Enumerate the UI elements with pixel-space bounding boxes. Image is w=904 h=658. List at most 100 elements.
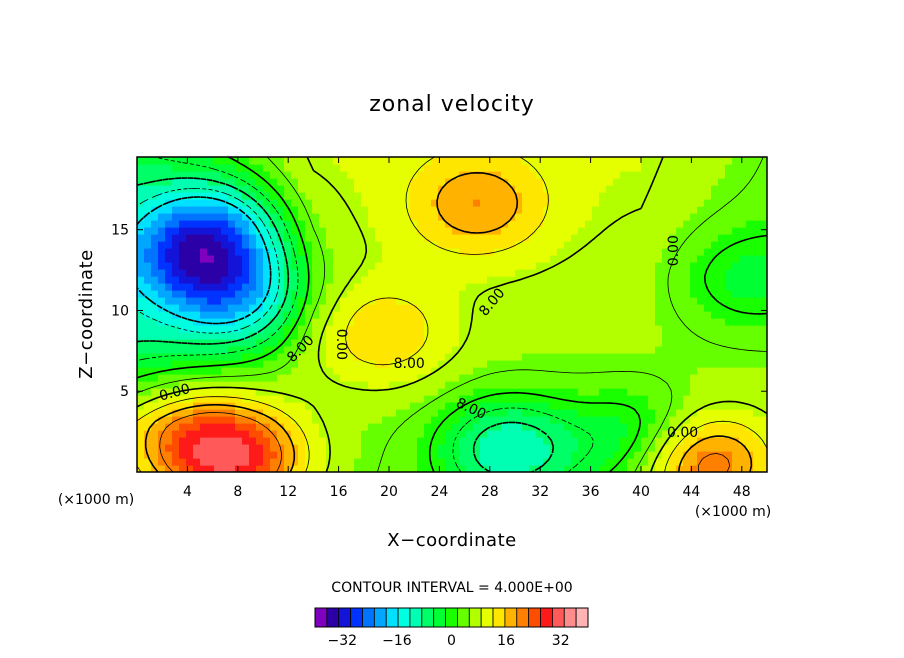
heatmap-cell <box>746 241 754 249</box>
heatmap-cell <box>284 367 292 375</box>
heatmap-cell <box>403 346 411 354</box>
heatmap-cell <box>340 423 348 431</box>
heatmap-cell <box>333 213 341 221</box>
heatmap-cell <box>592 213 600 221</box>
heatmap-cell <box>417 290 425 298</box>
heatmap-cell <box>193 241 201 249</box>
heatmap-cell <box>249 318 257 326</box>
heatmap-cell <box>151 409 159 417</box>
heatmap-cell <box>613 458 621 466</box>
heatmap-cell <box>529 248 537 256</box>
heatmap-cell <box>522 185 530 193</box>
heatmap-cell <box>543 297 551 305</box>
heatmap-cell <box>291 367 299 375</box>
heatmap-cell <box>487 304 495 312</box>
heatmap-cell <box>739 192 747 200</box>
heatmap-cell <box>312 465 320 472</box>
heatmap-cell <box>403 465 411 472</box>
heatmap-cell <box>522 206 530 214</box>
heatmap-cell <box>382 444 390 452</box>
heatmap-cell <box>753 304 761 312</box>
heatmap-cell <box>179 213 187 221</box>
heatmap-cell <box>641 220 649 228</box>
heatmap-cell <box>739 304 747 312</box>
heatmap-cell <box>585 346 593 354</box>
heatmap-cell <box>186 374 194 382</box>
heatmap-cell <box>634 164 642 172</box>
heatmap-cell <box>165 381 173 389</box>
heatmap-cell <box>669 332 677 340</box>
heatmap-cell <box>522 241 530 249</box>
heatmap-cell <box>641 213 649 221</box>
heatmap-cell <box>151 241 159 249</box>
heatmap-cell <box>445 437 453 445</box>
heatmap-cell <box>284 360 292 368</box>
heatmap-cell <box>641 164 649 172</box>
heatmap-cell <box>382 360 390 368</box>
heatmap-cell <box>529 192 537 200</box>
heatmap-cell <box>690 178 698 186</box>
heatmap-cell <box>599 437 607 445</box>
heatmap-cell <box>361 395 369 403</box>
heatmap-cell <box>711 185 719 193</box>
heatmap-cell <box>683 311 691 319</box>
heatmap-cell <box>746 395 754 403</box>
heatmap-cell <box>578 157 586 165</box>
heatmap-cell <box>746 416 754 424</box>
heatmap-cell <box>151 185 159 193</box>
heatmap-cell <box>277 269 285 277</box>
heatmap-cell <box>298 290 306 298</box>
heatmap-cell <box>508 241 516 249</box>
heatmap-cell <box>515 227 523 235</box>
heatmap-cell <box>599 269 607 277</box>
heatmap-cell <box>326 381 334 389</box>
heatmap-cell <box>725 283 733 291</box>
heatmap-cell <box>179 409 187 417</box>
heatmap-cell <box>529 220 537 228</box>
heatmap-cell <box>669 234 677 242</box>
heatmap-cell <box>718 444 726 452</box>
heatmap-cell <box>704 227 712 235</box>
heatmap-cell <box>571 213 579 221</box>
heatmap-cell <box>186 276 194 284</box>
heatmap-cell <box>711 465 719 472</box>
heatmap-cell <box>753 157 761 165</box>
heatmap-cell <box>354 360 362 368</box>
heatmap-cell <box>480 171 488 179</box>
heatmap-cell <box>291 276 299 284</box>
heatmap-cell <box>760 332 767 340</box>
heatmap-cell <box>221 206 229 214</box>
heatmap-cell <box>333 423 341 431</box>
heatmap-cell <box>144 374 152 382</box>
heatmap-cell <box>207 458 215 466</box>
heatmap-cell <box>270 458 278 466</box>
heatmap-cell <box>655 290 663 298</box>
heatmap-cell <box>571 185 579 193</box>
heatmap-cell <box>137 269 145 277</box>
heatmap-cell <box>375 409 383 417</box>
heatmap-cell <box>578 220 586 228</box>
heatmap-cell <box>144 269 152 277</box>
heatmap-cell <box>641 444 649 452</box>
heatmap-cell <box>606 248 614 256</box>
heatmap-cell <box>319 255 327 263</box>
heatmap-cell <box>298 157 306 165</box>
heatmap-cell <box>641 437 649 445</box>
heatmap-cell <box>389 199 397 207</box>
heatmap-cell <box>522 178 530 186</box>
heatmap-cell <box>424 234 432 242</box>
heatmap-cell <box>305 346 313 354</box>
heatmap-cell <box>718 262 726 270</box>
heatmap-cell <box>620 325 628 333</box>
heatmap-cell <box>221 297 229 305</box>
heatmap-cell <box>634 395 642 403</box>
heatmap-cell <box>585 437 593 445</box>
heatmap-cell <box>263 388 271 396</box>
heatmap-cell <box>137 395 145 403</box>
heatmap-cell <box>221 157 229 165</box>
heatmap-cell <box>627 318 635 326</box>
heatmap-cell <box>186 241 194 249</box>
heatmap-cell <box>242 311 250 319</box>
heatmap-cell <box>564 304 572 312</box>
heatmap-cell <box>193 199 201 207</box>
